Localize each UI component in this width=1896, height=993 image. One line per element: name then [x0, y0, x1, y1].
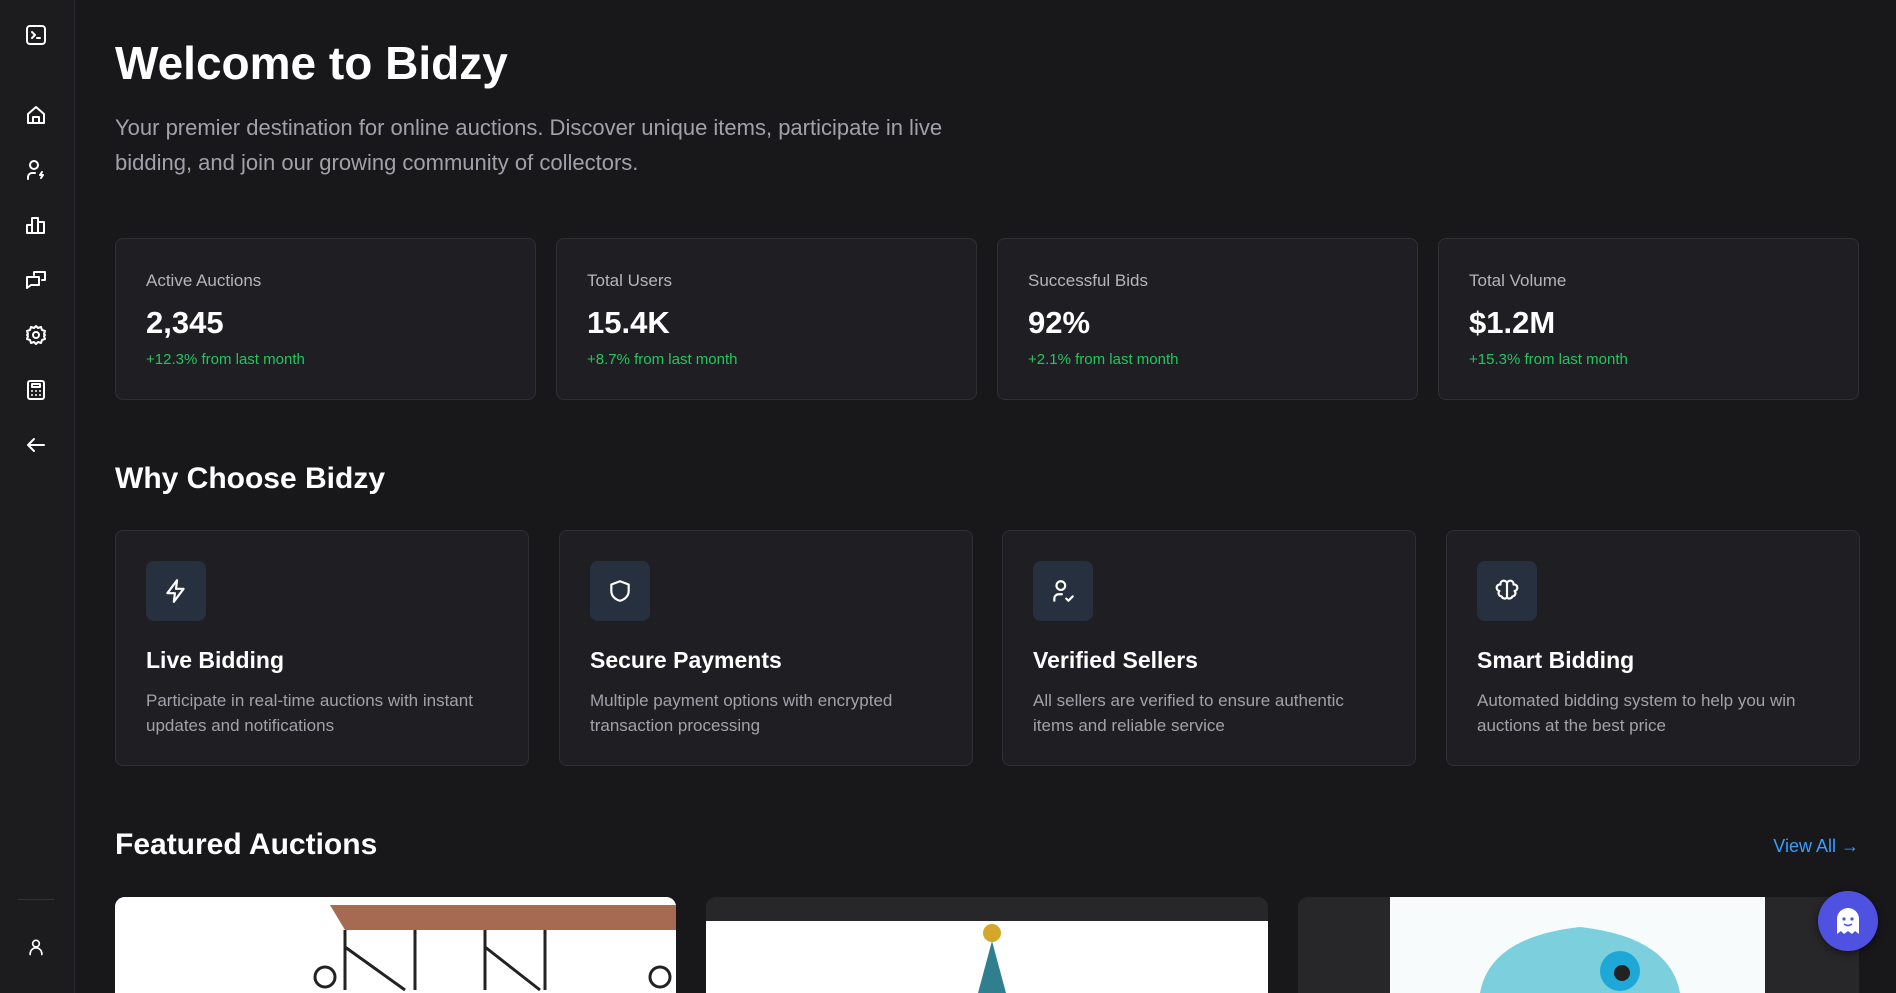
auction-image [115, 897, 676, 993]
feature-desc: Participate in real-time auctions with i… [146, 691, 473, 735]
stat-card-total-volume: Total Volume $1.2M +15.3% from last month [1438, 238, 1859, 400]
auction-image [1390, 897, 1765, 993]
brain-icon [1477, 561, 1537, 621]
auction-card[interactable] [1298, 897, 1859, 993]
user-bolt-icon[interactable] [22, 156, 50, 184]
shield-icon [590, 561, 650, 621]
feature-card-secure-payments: Secure Payments Multiple payment options … [559, 530, 973, 766]
view-all-link[interactable]: View All → [1773, 836, 1859, 856]
user-check-icon [1033, 561, 1093, 621]
feature-desc: Automated bidding system to help you win… [1477, 691, 1796, 735]
feature-title: Secure Payments [590, 647, 782, 673]
stat-value: 2,345 [146, 305, 224, 340]
home-icon[interactable] [22, 101, 50, 129]
stat-change: +15.3% from last month [1469, 351, 1628, 368]
terminal-icon[interactable] [22, 21, 50, 49]
assistant-chat-button[interactable] [1818, 891, 1878, 951]
stat-label: Total Volume [1469, 271, 1567, 290]
feature-title: Smart Bidding [1477, 647, 1635, 673]
feature-card-verified-sellers: Verified Sellers All sellers are verified… [1002, 530, 1416, 766]
lightning-icon [146, 561, 206, 621]
stat-label: Active Auctions [146, 271, 262, 290]
auction-image-owl [1480, 927, 1680, 993]
stat-change: +12.3% from last month [146, 351, 305, 368]
back-arrow-icon[interactable] [22, 431, 50, 459]
auction-image-ornament [978, 924, 1006, 993]
auction-image-carriage [313, 905, 676, 992]
stat-label: Total Users [587, 271, 673, 290]
messages-icon[interactable] [22, 266, 50, 294]
feature-desc: Multiple payment options with encrypted … [590, 691, 893, 735]
feature-title: Verified Sellers [1033, 647, 1198, 673]
stat-card-active-auctions: Active Auctions 2,345 +12.3% from last mon… [115, 238, 536, 400]
stat-change: +8.7% from last month [587, 351, 738, 368]
stat-value: 92% [1028, 305, 1091, 340]
auction-card[interactable] [115, 897, 676, 993]
page-title: Welcome to Bidzy [115, 37, 508, 89]
sidebar [0, 0, 75, 993]
stat-change: +2.1% from last month [1028, 351, 1179, 368]
sidebar-divider [18, 899, 54, 900]
feature-card-smart-bidding: Smart Bidding Automated bidding system to… [1446, 530, 1860, 766]
auction-card[interactable] [706, 897, 1268, 993]
auction-image [706, 921, 1268, 993]
stat-label: Successful Bids [1028, 271, 1148, 290]
page-subtitle: Your premier destination for online auct… [115, 115, 943, 175]
stat-card-successful-bids: Successful Bids 92% +2.1% from last month [997, 238, 1418, 400]
feature-desc: All sellers are verified to ensure authe… [1033, 691, 1344, 735]
why-choose-heading: Why Choose Bidzy [115, 462, 386, 495]
stat-value: $1.2M [1469, 305, 1556, 340]
user-profile-icon[interactable] [22, 933, 50, 961]
settings-icon[interactable] [22, 321, 50, 349]
ghost-icon [1837, 908, 1859, 934]
calculator-icon[interactable] [22, 376, 50, 404]
stat-value: 15.4K [587, 305, 670, 340]
stat-card-total-users: Total Users 15.4K +8.7% from last month [556, 238, 977, 400]
feature-card-live-bidding: Live Bidding Participate in real-time auc… [115, 530, 529, 766]
featured-auctions-heading: Featured Auctions [115, 828, 378, 861]
bar-chart-icon[interactable] [22, 211, 50, 239]
feature-title: Live Bidding [146, 647, 284, 673]
